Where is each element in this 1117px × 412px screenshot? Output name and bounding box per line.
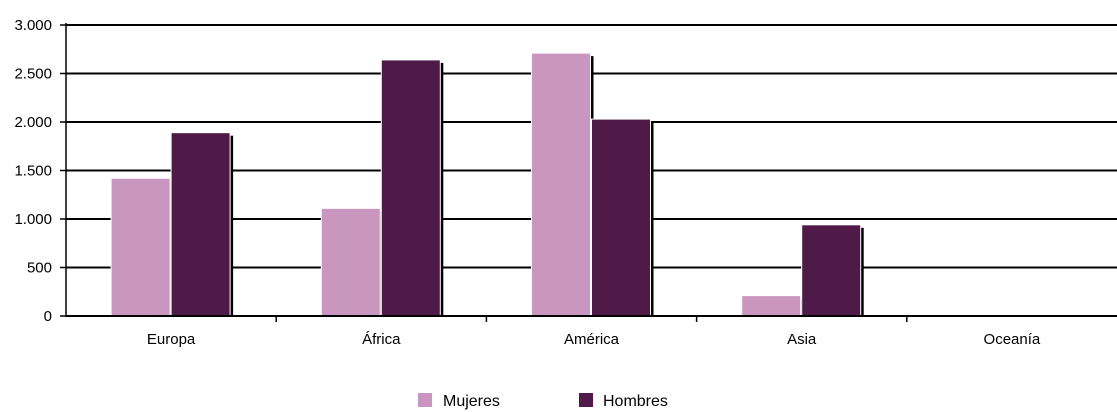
bar-hombres-2 <box>591 118 651 317</box>
axes <box>60 23 1117 322</box>
y-tick-label: 3.000 <box>14 17 52 34</box>
bar-mujeres-0 <box>110 177 171 317</box>
y-tick-label: 500 <box>27 260 52 277</box>
legend-swatch-hombres <box>579 393 593 407</box>
legend-label-mujeres: Mujeres <box>443 393 500 410</box>
x-tick-label: América <box>564 331 620 348</box>
legend: Mujeres Hombres <box>418 393 668 410</box>
bar-hombres-3 <box>801 224 862 317</box>
y-tick-label: 1.500 <box>14 163 52 180</box>
y-tick-labels: 0 500 1.000 1.500 2.000 2.500 3.000 <box>14 17 52 325</box>
legend-swatch-mujeres <box>418 393 432 407</box>
x-tick-label: África <box>362 331 401 348</box>
y-tick-label: 0 <box>44 308 52 325</box>
y-tick-label: 2.000 <box>14 114 52 131</box>
bars <box>110 52 864 317</box>
bar-mujeres-1 <box>320 207 381 317</box>
bar-mujeres-2 <box>531 52 591 317</box>
bar-mujeres-3 <box>741 295 802 317</box>
legend-label-hombres: Hombres <box>603 393 668 410</box>
x-tick-labels: Europa África América Asia Oceanía <box>147 331 1041 348</box>
x-tick-label: Oceanía <box>984 331 1041 348</box>
x-tick-label: Europa <box>147 331 196 348</box>
bar-hombres-0 <box>170 132 231 317</box>
bar-hombres-1 <box>380 59 441 317</box>
x-tick-label: Asia <box>787 331 817 348</box>
y-tick-label: 1.000 <box>14 211 52 228</box>
y-tick-label: 2.500 <box>14 66 52 83</box>
